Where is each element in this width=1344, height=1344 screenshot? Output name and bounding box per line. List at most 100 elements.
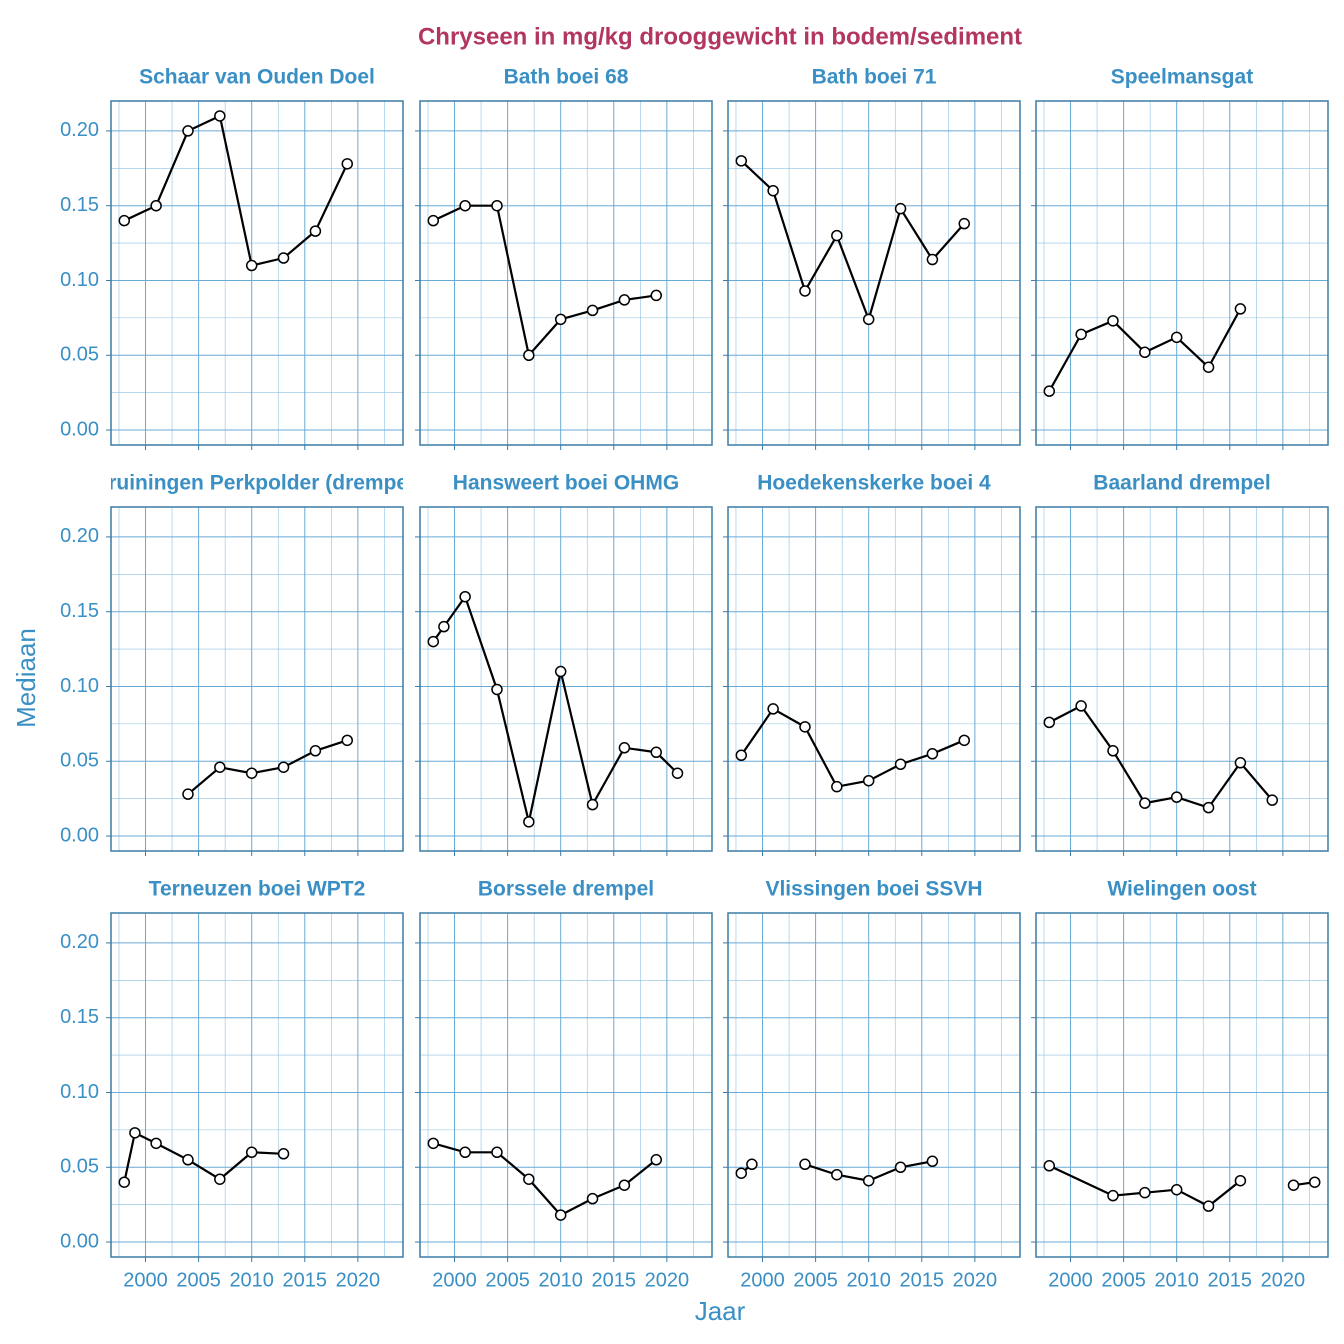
y-tick-label: 0.20	[60, 931, 99, 953]
line	[187, 739, 348, 796]
point	[150, 199, 162, 212]
panel-title: Borssele drempel	[478, 878, 654, 901]
panel-title: Baarland drempel	[1093, 472, 1270, 495]
point	[1202, 1200, 1215, 1212]
point	[214, 761, 226, 773]
point	[1234, 303, 1247, 315]
point	[523, 816, 535, 828]
panel-title: Hansweert boei OHMG	[453, 472, 679, 495]
y-tick-label: 0.05	[60, 1156, 99, 1178]
point	[277, 252, 290, 264]
y-tick-label: 0.15	[60, 1006, 99, 1028]
point	[1234, 757, 1247, 769]
point	[799, 1158, 811, 1171]
point	[214, 110, 226, 122]
point	[459, 199, 471, 212]
point	[831, 1168, 843, 1181]
point	[926, 748, 939, 760]
point	[1308, 1176, 1321, 1188]
point	[1287, 1179, 1300, 1191]
panel-border	[419, 912, 713, 1258]
point	[671, 767, 684, 779]
panel-title: Bath boei 71	[812, 66, 937, 89]
point	[1107, 315, 1119, 327]
point	[958, 217, 971, 230]
point	[586, 304, 599, 317]
point	[129, 1127, 141, 1139]
x-tick-label: 2000	[123, 1269, 168, 1291]
panel-border	[1035, 912, 1329, 1258]
panel-border	[1035, 506, 1329, 852]
point	[245, 1146, 258, 1159]
panel-title: Speelmansgat	[1111, 66, 1253, 89]
point	[459, 590, 471, 603]
panel-border	[110, 100, 404, 446]
line	[1048, 704, 1274, 809]
point	[554, 313, 567, 326]
point	[831, 780, 843, 793]
point	[1075, 328, 1087, 341]
panel-title: Schaar van Ouden Doel	[139, 66, 375, 89]
point	[746, 1158, 758, 1171]
point	[618, 294, 631, 306]
point	[767, 703, 779, 715]
point	[491, 199, 503, 212]
y-tick-label: 0.20	[60, 525, 99, 547]
y-tick-label: 0.10	[60, 675, 99, 697]
point	[245, 259, 258, 272]
y-tick-label: 0.05	[60, 750, 99, 772]
point	[491, 1146, 503, 1159]
panel-border	[419, 100, 713, 446]
x-tick-label: 2015	[1208, 1269, 1253, 1291]
x-tick-label: 2020	[336, 1269, 381, 1291]
line	[740, 707, 965, 788]
x-tick-label: 2000	[432, 1269, 477, 1291]
point	[799, 721, 811, 733]
x-tick-label: 2020	[953, 1269, 998, 1291]
point	[862, 774, 875, 787]
point	[438, 620, 450, 633]
panel-border	[727, 506, 1021, 852]
point	[118, 1176, 131, 1188]
point	[735, 1167, 748, 1179]
point	[894, 202, 907, 215]
point	[277, 761, 290, 773]
chart-title: Chryseen in mg/kg drooggewicht in bodem/…	[418, 23, 1022, 50]
y-tick-label: 0.10	[60, 1081, 99, 1103]
x-tick-label: 2010	[229, 1269, 274, 1291]
point	[523, 349, 535, 362]
x-tick-label: 2020	[1261, 1269, 1306, 1291]
point	[894, 758, 907, 771]
point	[650, 289, 663, 302]
point	[118, 214, 131, 227]
point	[958, 734, 971, 747]
point	[554, 1209, 567, 1221]
point	[341, 734, 354, 747]
point	[182, 788, 194, 800]
panel-border	[110, 506, 404, 852]
point	[1043, 1160, 1056, 1172]
point	[1107, 745, 1119, 757]
point	[618, 1179, 631, 1191]
point	[427, 1137, 440, 1150]
y-tick-label: 0.00	[60, 824, 99, 846]
x-tick-label: 2000	[740, 1269, 785, 1291]
point	[831, 229, 843, 242]
line	[740, 160, 966, 323]
point	[459, 1146, 471, 1159]
point	[894, 1161, 907, 1174]
line	[123, 1131, 284, 1183]
point	[182, 1154, 194, 1166]
point	[1170, 331, 1183, 344]
point	[427, 214, 440, 227]
point	[182, 125, 194, 137]
point	[735, 155, 748, 167]
y-tick-label: 0.15	[60, 600, 99, 622]
point	[1202, 801, 1215, 814]
point	[618, 742, 631, 754]
panel-border	[1035, 100, 1329, 446]
point	[1234, 1174, 1247, 1187]
point	[1266, 794, 1279, 806]
y-tick-label: 0.15	[60, 194, 99, 216]
x-tick-label: 2005	[176, 1269, 221, 1291]
